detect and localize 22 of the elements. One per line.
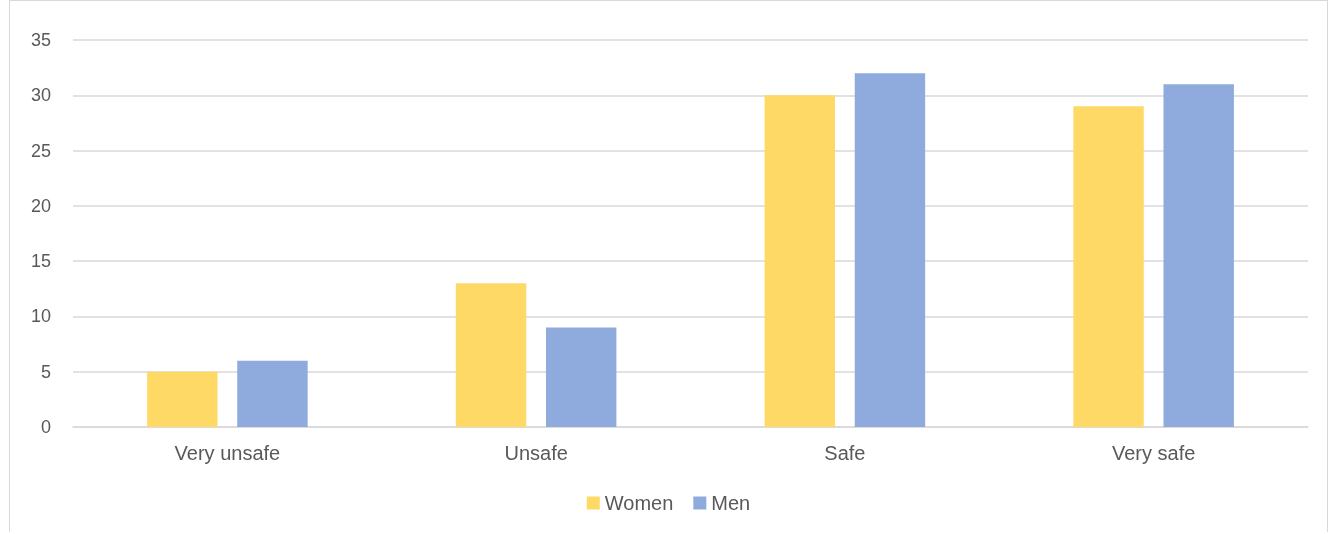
- bar: [455, 283, 527, 427]
- y-tick-label: 5: [40, 361, 51, 382]
- bar: [764, 95, 836, 427]
- bar: [1163, 84, 1234, 427]
- legend-label: Women: [604, 492, 674, 514]
- x-tick-label: Safe: [824, 442, 866, 464]
- y-tick-label: 25: [30, 140, 51, 161]
- bar: [854, 73, 926, 427]
- y-tick-label: 15: [30, 251, 51, 272]
- y-tick-label: 30: [30, 85, 51, 106]
- bar: [147, 371, 218, 427]
- bar: [1073, 106, 1144, 427]
- x-tick-label: Very safe: [1111, 442, 1196, 464]
- y-tick-label: 0: [40, 417, 51, 437]
- x-tick-label: Very unsafe: [174, 442, 281, 464]
- x-tick-label: Unsafe: [504, 442, 568, 464]
- bar: [545, 327, 617, 427]
- y-tick-label: 35: [30, 30, 51, 50]
- y-tick-label: 10: [30, 306, 51, 327]
- y-tick-label: 20: [30, 195, 51, 216]
- bar: [237, 360, 308, 427]
- legend-label: Men: [711, 492, 751, 514]
